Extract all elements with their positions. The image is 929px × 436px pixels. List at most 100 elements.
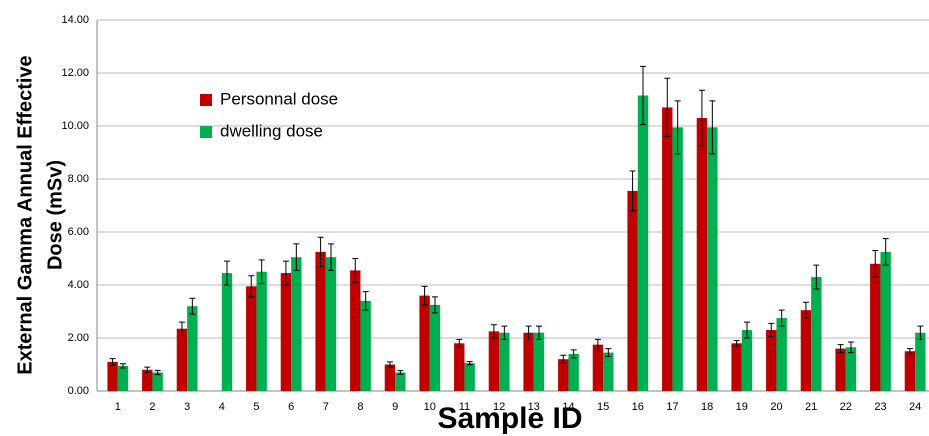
error-bar (674, 100, 681, 155)
x-tick-label: 8 (357, 401, 363, 413)
x-axis-label: Sample ID (437, 402, 582, 435)
bar (568, 353, 579, 391)
y-tick-label: 4.00 (68, 279, 89, 291)
x-tick-label: 2 (149, 401, 155, 413)
y-tick-label: 0.00 (68, 385, 89, 397)
error-bar (120, 363, 126, 369)
y-tick-label: 6.00 (68, 226, 89, 238)
error-bar (466, 361, 473, 366)
error-bar (768, 322, 775, 338)
x-tick-label: 23 (874, 401, 886, 413)
error-bar (386, 361, 393, 368)
bar (870, 263, 881, 391)
x-tick-label: 4 (219, 401, 225, 413)
x-tick-label: 24 (909, 401, 921, 413)
bar (464, 363, 475, 391)
error-bar (352, 258, 359, 283)
bar (176, 328, 188, 391)
error-bar (664, 77, 671, 138)
bar (741, 330, 753, 391)
error-bar (848, 341, 854, 354)
bar (419, 295, 430, 391)
bar (766, 330, 777, 391)
error-bar (744, 321, 750, 339)
error-bar (813, 264, 820, 290)
error-bar (432, 296, 438, 314)
error-bar (362, 291, 369, 311)
error-bar (456, 338, 463, 348)
bar (488, 331, 500, 391)
y-tick-label: 14.00 (61, 14, 89, 26)
bar (672, 127, 683, 391)
bar (256, 271, 267, 391)
error-bar (906, 348, 913, 355)
x-tick-label: 18 (701, 401, 713, 413)
x-tick-label: 10 (424, 401, 436, 413)
bar (325, 257, 337, 391)
error-bar (917, 325, 924, 340)
error-bar (224, 260, 230, 286)
error-bar (837, 344, 844, 354)
y-axis-label: Dose (mSv) (44, 160, 66, 270)
x-tick-label: 17 (666, 401, 678, 413)
error-bar (629, 170, 636, 212)
bar (187, 306, 198, 391)
bar (915, 332, 926, 391)
bar (117, 365, 129, 391)
error-bar (698, 89, 705, 147)
error-bar (778, 309, 785, 327)
x-tick-label: 14 (562, 401, 574, 413)
y-tick-label: 2.00 (68, 332, 89, 344)
bar (637, 95, 649, 392)
error-bar (594, 338, 601, 351)
y-axis-label: External Gamma Annual Effective (14, 55, 36, 374)
legend-swatch (200, 126, 212, 138)
bar (384, 364, 396, 391)
error-bar (733, 340, 740, 347)
bar (533, 332, 545, 391)
x-tick-label: 21 (805, 401, 817, 413)
bar (280, 273, 292, 391)
bar (696, 118, 708, 392)
y-tick-label: 10.00 (61, 120, 89, 132)
error-bar (490, 324, 497, 339)
legend-label: Personnal dose (220, 89, 338, 108)
error-bar (248, 275, 255, 298)
x-tick-label: 5 (253, 401, 259, 413)
error-bar (258, 259, 265, 285)
bar (221, 273, 233, 391)
y-tick-label: 12.00 (61, 67, 89, 79)
error-bar (605, 348, 612, 358)
bar (811, 277, 822, 391)
bar (845, 347, 857, 391)
x-tick-label: 19 (736, 401, 748, 413)
bar (731, 343, 742, 391)
error-bar (525, 325, 532, 340)
error-bar (872, 250, 879, 278)
error-bar (293, 243, 300, 271)
x-tick-label: 7 (323, 401, 329, 413)
error-bar (501, 325, 508, 340)
bar (360, 300, 371, 391)
legend-label: dwelling dose (220, 121, 323, 140)
error-bar (154, 369, 161, 376)
error-bar (709, 100, 716, 155)
x-tick-label: 12 (493, 401, 505, 413)
legend-swatch (200, 94, 212, 106)
error-bar (282, 260, 289, 286)
bar (454, 343, 465, 391)
bar (142, 369, 153, 391)
bar (499, 332, 510, 391)
bar (662, 107, 673, 391)
error-bar (189, 297, 196, 315)
bar (315, 251, 326, 391)
bar (880, 251, 891, 391)
bar (627, 190, 638, 391)
error-bar (109, 358, 116, 366)
bar (603, 352, 614, 391)
error-bar (536, 325, 542, 340)
error-bar (317, 236, 324, 267)
bar (592, 344, 604, 391)
bar (350, 270, 361, 391)
